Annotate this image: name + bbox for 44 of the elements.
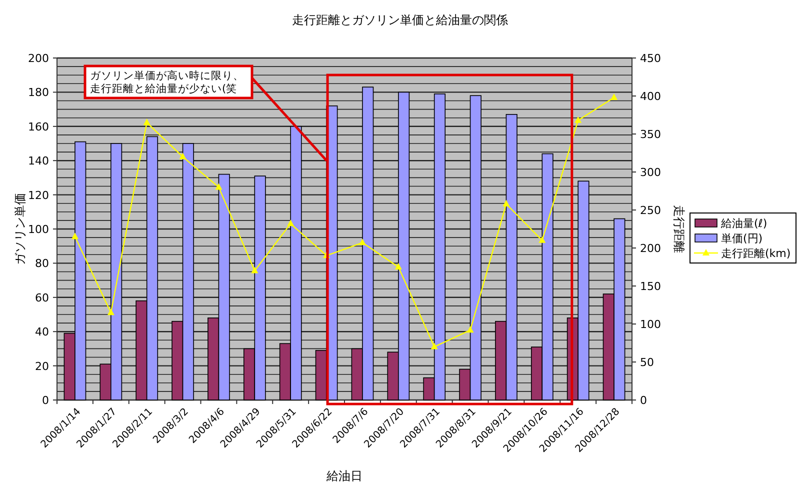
y2-tick-label: 450 <box>640 52 661 65</box>
point <box>71 232 78 240</box>
point <box>179 152 186 160</box>
y-tick-label: 120 <box>28 188 49 202</box>
y-tick-label: 100 <box>28 223 49 236</box>
legend-label: 給油量(ℓ) <box>720 217 768 230</box>
y2-tick-label: 300 <box>640 166 661 179</box>
point <box>287 220 294 226</box>
y-tick-label: 140 <box>28 154 49 168</box>
y-tick-label: 20 <box>35 360 49 373</box>
y-tick-label: 60 <box>35 291 49 304</box>
legend-label: 走行距離(km) <box>721 247 791 260</box>
y2-tick-label: 150 <box>640 280 661 293</box>
chart-title: 走行距離とガソリン単価と給油量の関係 <box>292 13 508 27</box>
point <box>574 116 582 123</box>
y-tick-label: 160 <box>28 120 49 134</box>
point <box>251 266 258 274</box>
y-tick-label: 80 <box>35 257 49 270</box>
y2-tick-label: 50 <box>640 356 654 369</box>
point <box>143 118 150 126</box>
y2-tick-label: 100 <box>640 318 661 331</box>
y-tick-label: 0 <box>42 394 49 407</box>
point <box>358 238 366 246</box>
y2-tick-label: 200 <box>640 242 661 255</box>
y-tick-label: 40 <box>35 326 49 339</box>
y2-tick-label: 400 <box>640 90 661 103</box>
x-axis-title: 給油日 <box>326 469 362 483</box>
point <box>107 308 114 316</box>
y-tick-label: 200 <box>28 52 49 65</box>
y-axis-title: ガソリン単価 <box>13 193 27 265</box>
annotation: ガソリン単価が高い時に限り、走行距離と給油量が少ない(笑 <box>90 69 244 95</box>
y2-tick-label: 0 <box>640 394 647 407</box>
point <box>215 183 222 190</box>
y2-axis-title: 走行距離 <box>672 205 686 253</box>
point <box>610 94 618 100</box>
legend-label: 単価(円) <box>721 232 763 245</box>
point <box>466 326 474 333</box>
point <box>430 342 438 350</box>
point <box>394 263 402 270</box>
y-tick-label: 180 <box>28 86 49 100</box>
y2-tick-label: 250 <box>640 204 661 217</box>
point <box>502 200 510 206</box>
y2-tick-label: 350 <box>640 128 661 141</box>
point <box>538 236 546 243</box>
